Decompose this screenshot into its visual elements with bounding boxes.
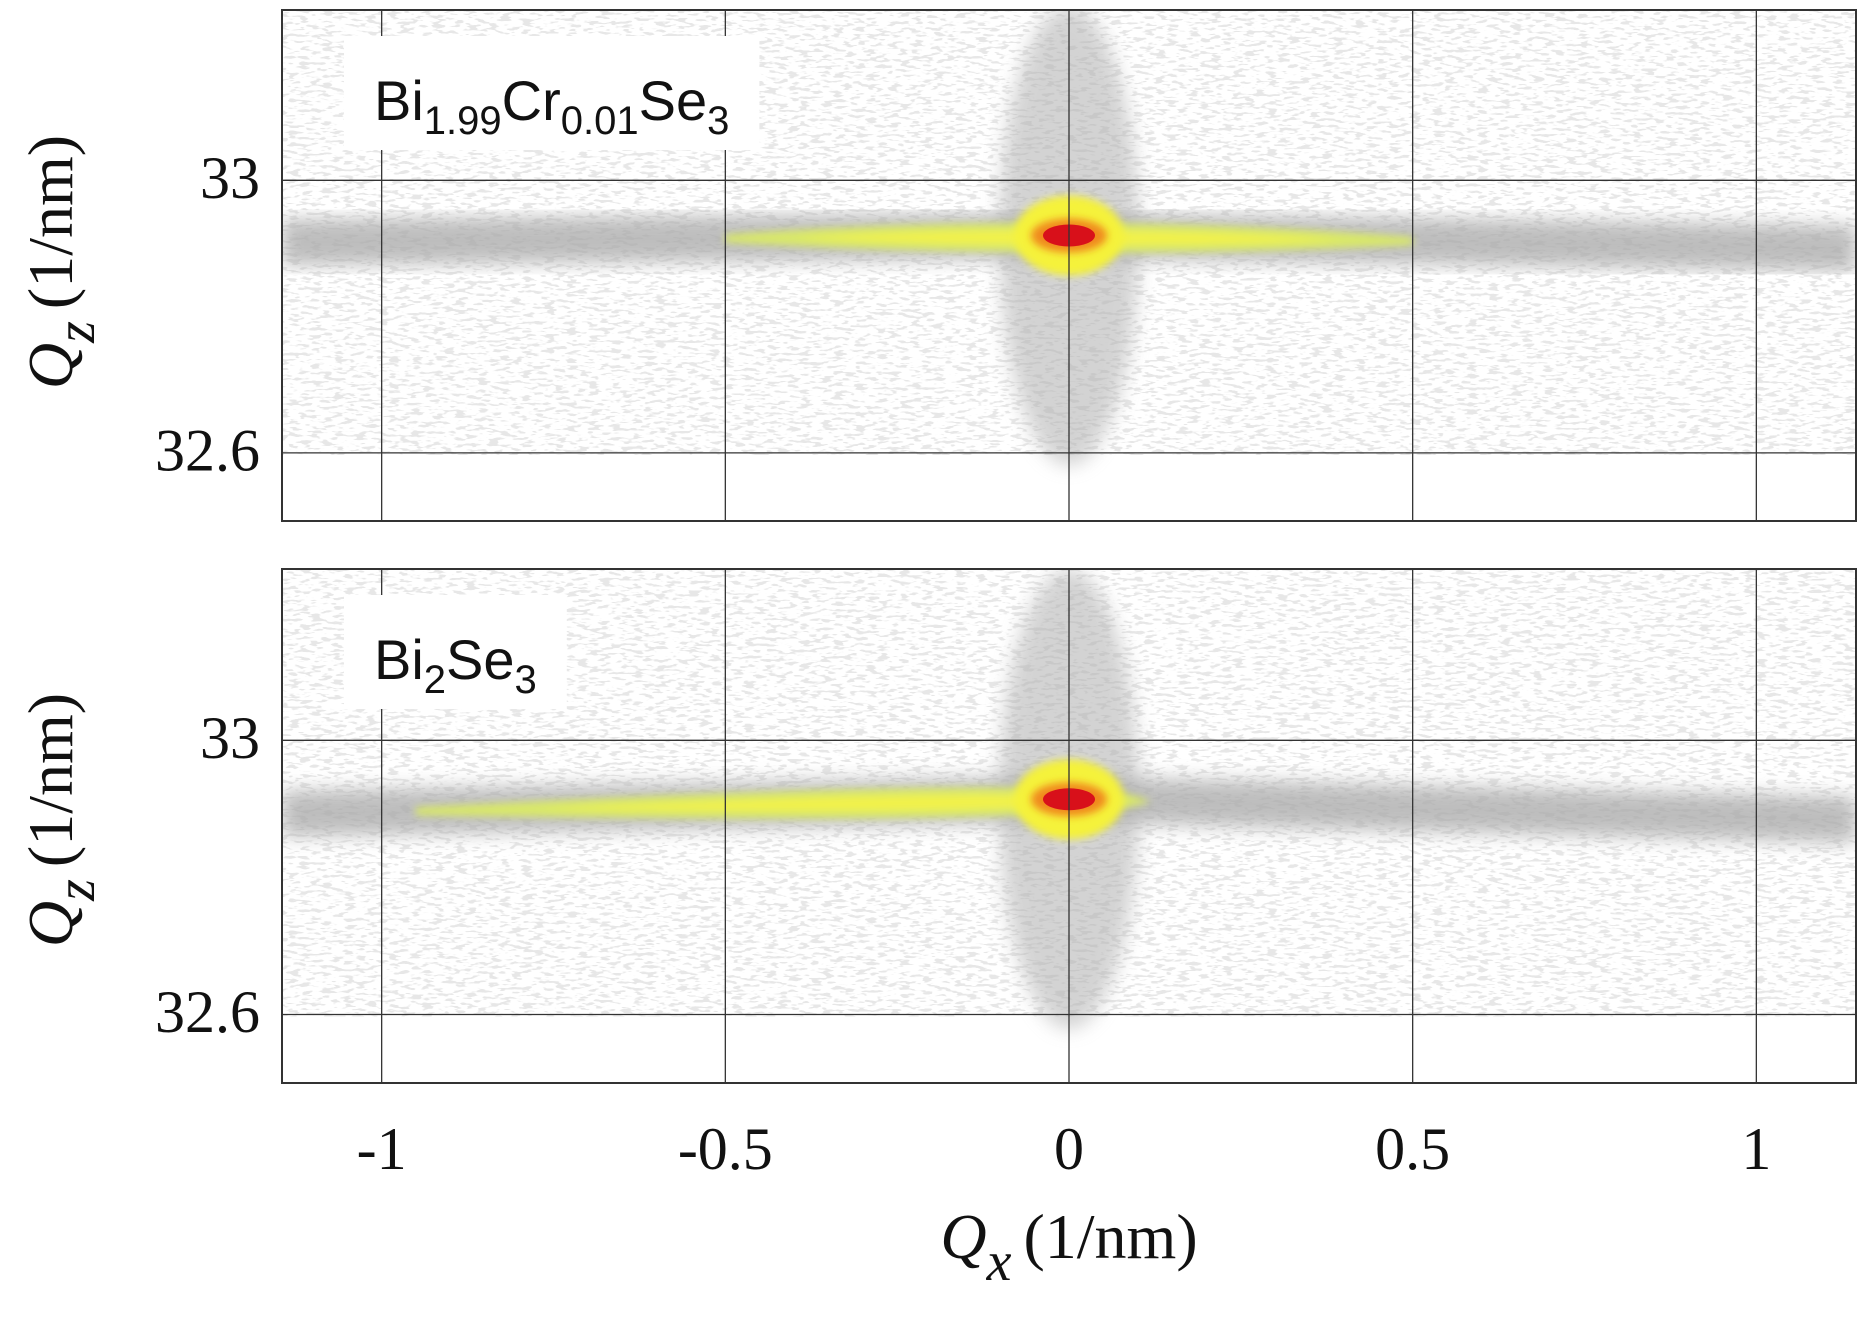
axis-label: Qz (1/nm): [15, 135, 107, 389]
panel: 32.6 33 -1 -0.5 0 0.5 1 Bi2Se3: [155, 568, 1857, 1182]
axis-subscript: z: [45, 321, 107, 344]
label-text: Bi: [374, 628, 424, 691]
x-tick-label: 0: [1054, 1116, 1084, 1182]
axis-unit: (1/nm): [15, 693, 86, 867]
panel: 32.6 33 Bi1.99Cr0.01Se3: [155, 9, 1857, 522]
label-text: Se: [639, 69, 708, 132]
axis-unit: (1/nm): [15, 135, 86, 309]
label-subscript: 1.99: [424, 99, 502, 143]
label-subscript: 0.01: [561, 99, 639, 143]
x-tick-label: 0.5: [1375, 1116, 1450, 1182]
x-tick-label: -0.5: [678, 1116, 773, 1182]
axis-label: Qz (1/nm): [15, 693, 107, 947]
label-box: [344, 595, 567, 709]
x-tick-label: 1: [1741, 1116, 1771, 1182]
axis-label: Qx (1/nm): [940, 1201, 1197, 1293]
y-tick-label: 33: [200, 705, 260, 771]
panel-frame: [281, 9, 1857, 522]
axis-unit: (1/nm): [1023, 1201, 1197, 1272]
axis-symbol: Q: [15, 343, 86, 389]
x-tick-label: -1: [357, 1116, 407, 1182]
axis-symbol: Q: [940, 1201, 986, 1272]
y-tick-label: 33: [200, 145, 260, 211]
y-tick-label: 32.6: [155, 418, 260, 484]
axis-symbol: Q: [15, 901, 86, 947]
label-text: Bi: [374, 69, 424, 132]
label-box: [344, 36, 760, 150]
axis-subscript: x: [986, 1231, 1012, 1293]
panel-frame: [281, 568, 1857, 1084]
streak: [415, 787, 1151, 819]
label-text: Cr: [502, 69, 561, 132]
axis-subscript: z: [45, 879, 107, 902]
sample-label: Bi1.99Cr0.01Se3: [374, 69, 729, 143]
label-subscript: 3: [515, 658, 537, 702]
label-subscript: 3: [707, 99, 729, 143]
label-subscript: 2: [424, 658, 446, 702]
sample-label: Bi2Se3: [374, 628, 537, 702]
label-text: Se: [446, 628, 515, 691]
y-tick-label: 32.6: [155, 979, 260, 1045]
